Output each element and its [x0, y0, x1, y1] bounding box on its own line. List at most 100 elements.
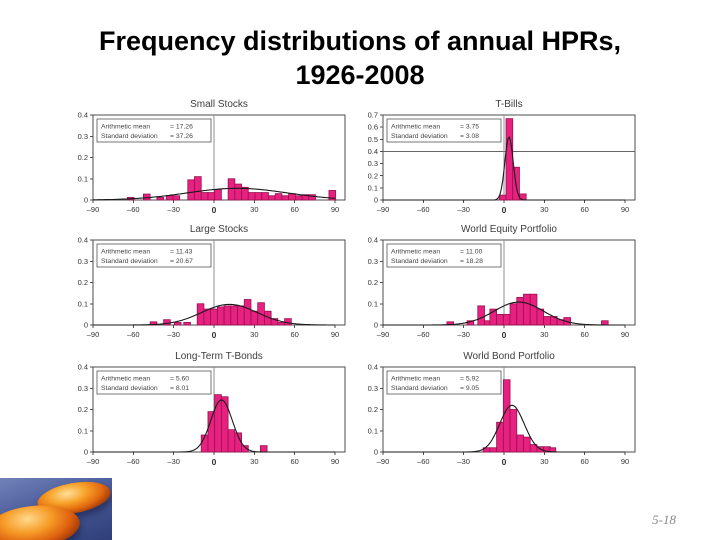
- chart-title: Large Stocks: [190, 224, 248, 235]
- histogram-bar: [173, 322, 182, 326]
- y-tick-label: 0.1: [78, 174, 88, 183]
- x-tick-label: –90: [87, 457, 100, 466]
- lava-photo: [0, 478, 112, 540]
- y-tick-label: 0.3: [368, 384, 378, 393]
- mean-label: Arithmetic mean: [391, 376, 440, 383]
- histogram-bar: [200, 192, 209, 201]
- sd-label: Standard deviation: [101, 258, 158, 265]
- sd-value: = 8.01: [170, 385, 189, 392]
- x-tick-label: 30: [540, 205, 548, 214]
- slide-title-line1: Frequency distributions of annual HPRs,: [98, 26, 622, 56]
- sd-label: Standard deviation: [391, 258, 448, 265]
- x-tick-label: 0: [502, 205, 507, 215]
- histogram-bar: [281, 195, 290, 201]
- histogram-bar: [502, 313, 511, 326]
- mean-value: = 11.00: [460, 249, 483, 256]
- x-tick-label: –90: [87, 330, 100, 339]
- histogram-bar: [543, 316, 551, 326]
- x-tick-label: 0: [212, 205, 217, 215]
- x-tick-label: 0: [502, 457, 507, 467]
- y-tick-label: 0.7: [368, 111, 378, 120]
- x-tick-label: –60: [127, 330, 140, 339]
- y-tick-label: 0.3: [78, 257, 88, 266]
- x-tick-label: 60: [580, 330, 588, 339]
- histogram-bar: [509, 303, 518, 326]
- x-tick-label: 60: [290, 330, 298, 339]
- histogram-bar: [288, 193, 296, 201]
- x-tick-label: –90: [377, 330, 390, 339]
- y-tick-label: 0.3: [368, 159, 378, 168]
- chart-title: World Equity Portfolio: [461, 224, 557, 235]
- histogram-bar: [210, 308, 218, 326]
- chart-large-stocks: Large Stocks 0 0.1 0.2 0.3 0.4 –90 –60 –30 0 30 60 9…: [59, 220, 351, 348]
- x-tick-label: –30: [457, 330, 470, 339]
- x-tick-label: 90: [331, 330, 339, 339]
- x-tick-label: 0: [212, 457, 217, 467]
- y-tick-label: 0.1: [368, 426, 378, 435]
- y-tick-label: 0.2: [78, 405, 88, 414]
- y-tick-label: 0.4: [368, 236, 378, 245]
- slide-title: Frequency distributions of annual HPRs, …: [0, 24, 720, 92]
- chart-svg-world-equity-portfolio: World Equity Portfolio 0 0.1 0.2 0.3 0.4 –90 –6…: [368, 224, 636, 340]
- chart-t-bills: T-Bills 0 0.1 0.2 0.3 0.4 0.5 0.6 0.7 –90 –60 –30 0 3…: [349, 95, 641, 223]
- y-tick-label: 0.2: [368, 405, 378, 414]
- x-tick-label: 90: [621, 330, 629, 339]
- histogram-bar: [259, 445, 268, 453]
- histogram-bar: [207, 192, 216, 201]
- x-tick-label: 30: [540, 330, 548, 339]
- y-tick-label: 0: [84, 196, 88, 205]
- x-tick-label: 60: [290, 457, 298, 466]
- sd-value: = 9.05: [460, 385, 479, 392]
- x-tick-label: –30: [167, 330, 180, 339]
- stats-box: [386, 118, 502, 143]
- histogram-bar: [254, 192, 263, 201]
- x-tick-label: 30: [250, 205, 258, 214]
- slide-title-line2: 1926-2008: [295, 60, 425, 90]
- sd-label: Standard deviation: [391, 385, 448, 392]
- sd-label: Standard deviation: [101, 133, 158, 140]
- histogram-bar: [187, 179, 195, 201]
- normal-curve: [383, 404, 625, 453]
- histogram-bar: [241, 445, 249, 453]
- histogram-bar: [194, 176, 202, 201]
- chart-svg-t-bills: T-Bills 0 0.1 0.2 0.3 0.4 0.5 0.6 0.7 –90 –60 –30 0 3…: [368, 99, 636, 215]
- mean-value: = 11.43: [170, 249, 193, 256]
- x-tick-label: 90: [621, 457, 629, 466]
- normal-curve: [383, 135, 625, 201]
- histogram-bar: [237, 305, 245, 326]
- histogram-bar: [516, 296, 524, 326]
- histogram-bar: [308, 194, 316, 201]
- normal-curve: [93, 303, 335, 326]
- x-tick-label: –30: [457, 205, 470, 214]
- chart-svg-small-stocks: Small Stocks 0 0.1 0.2 0.3 0.4 –90 –60 –30 0 30 60 9…: [78, 99, 346, 215]
- y-tick-label: 0.4: [78, 363, 88, 372]
- histogram-bar: [268, 195, 276, 201]
- y-tick-label: 0.3: [78, 132, 88, 141]
- sd-value: = 37.26: [170, 133, 193, 140]
- y-tick-label: 0.1: [78, 426, 88, 435]
- chart-world-equity-portfolio: World Equity Portfolio 0 0.1 0.2 0.3 0.4 –90 –6…: [349, 220, 641, 348]
- histogram-bar: [220, 396, 229, 453]
- histogram-bar: [223, 305, 232, 326]
- y-tick-label: 0.1: [368, 183, 378, 192]
- histogram-bar: [250, 310, 259, 326]
- y-tick-label: 0: [374, 321, 378, 330]
- chart-title: Small Stocks: [190, 99, 248, 110]
- histogram-bar: [489, 447, 498, 453]
- normal-curve: [383, 301, 625, 326]
- histogram-bar: [241, 186, 249, 201]
- histogram-bar: [294, 195, 303, 201]
- y-tick-label: 0.5: [368, 135, 378, 144]
- x-tick-label: 30: [250, 457, 258, 466]
- histogram-bar: [536, 308, 545, 326]
- page-number: 5-18: [652, 512, 676, 527]
- histogram-bar: [477, 305, 485, 326]
- x-tick-label: –90: [377, 205, 390, 214]
- histogram-bar: [496, 421, 504, 453]
- y-tick-label: 0: [84, 321, 88, 330]
- y-tick-label: 0.2: [78, 278, 88, 287]
- sd-label: Standard deviation: [391, 133, 448, 140]
- histogram-bar: [261, 192, 269, 201]
- histogram-bar: [234, 183, 242, 201]
